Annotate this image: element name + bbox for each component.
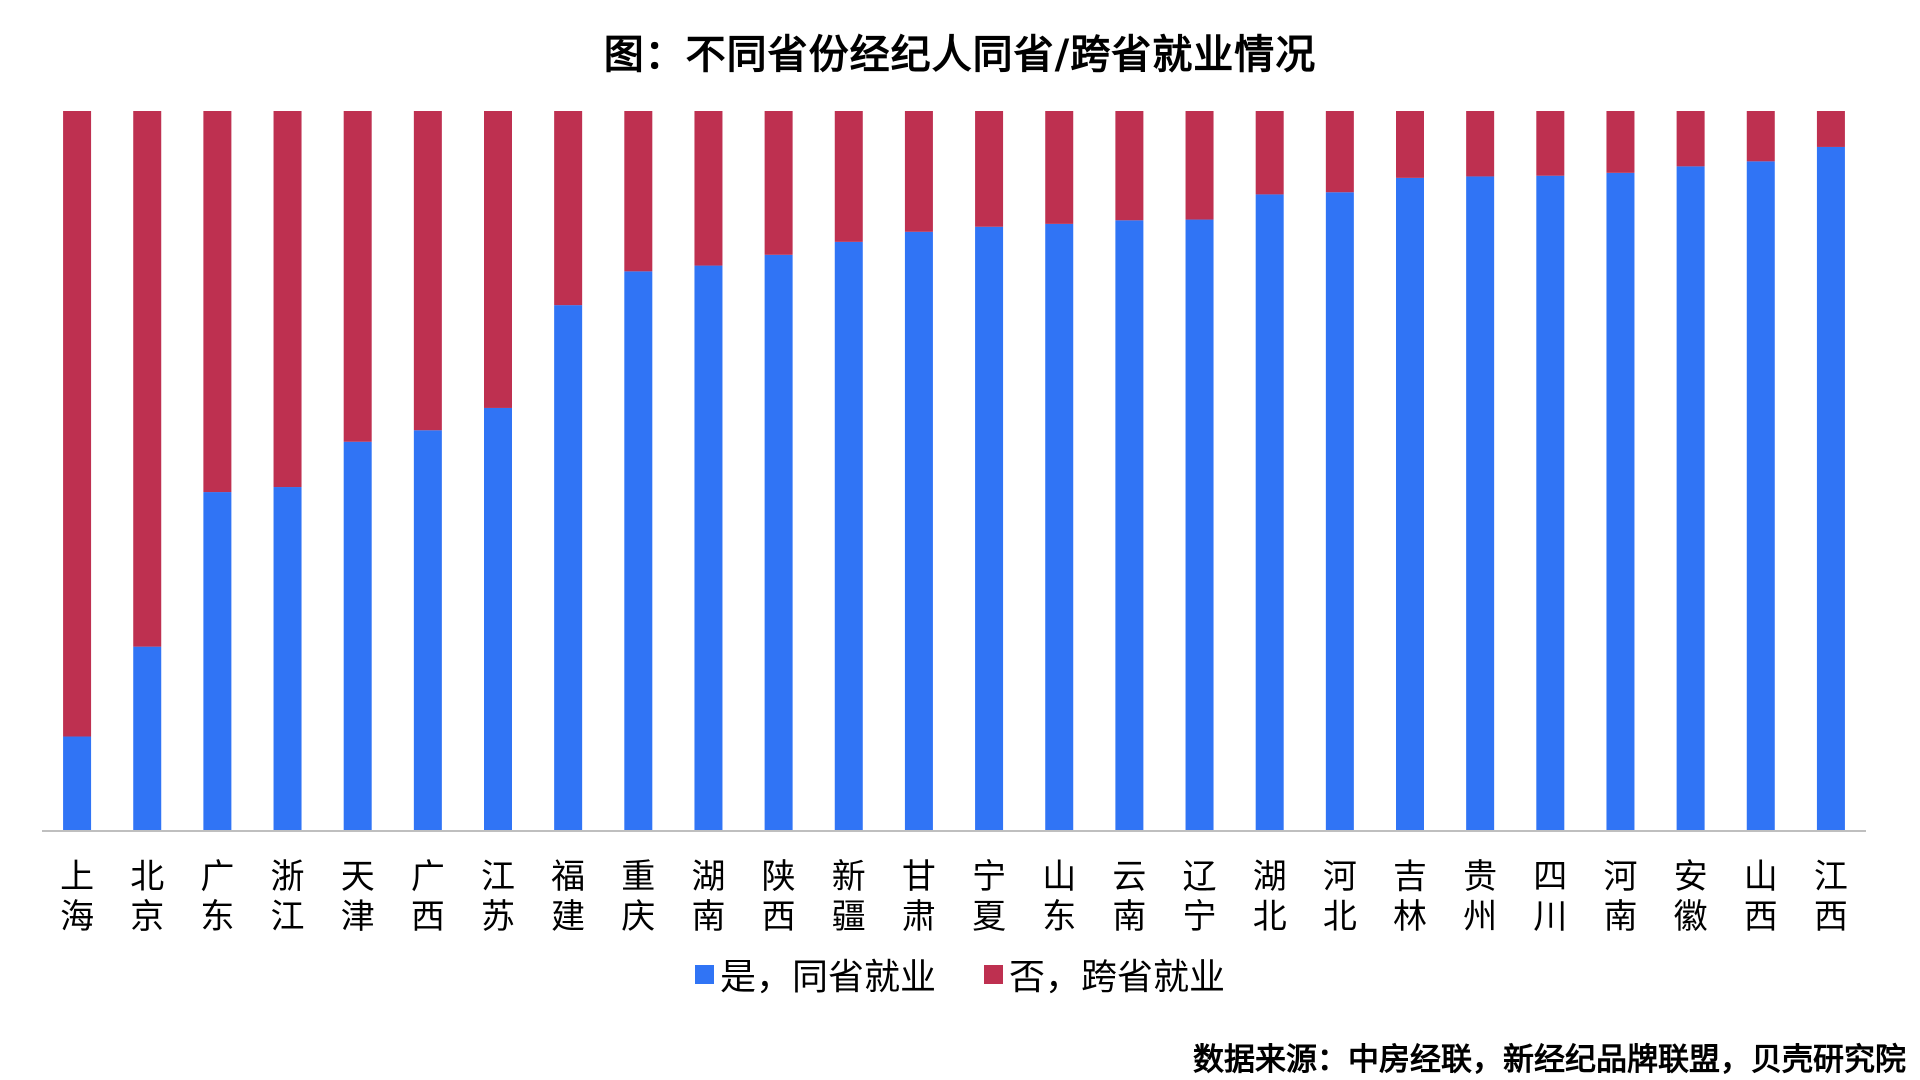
bar-cross-province-10 xyxy=(764,111,793,255)
bar-same-province-19 xyxy=(1396,177,1424,830)
bar-same-province-8 xyxy=(624,271,653,831)
bar-same-province-6 xyxy=(484,407,512,830)
bar-same-province-1 xyxy=(133,646,162,830)
x-tick-label-20: 贵州 xyxy=(1463,857,1497,937)
bar-same-province-24 xyxy=(1746,161,1775,830)
x-tick-label-12: 甘肃 xyxy=(902,857,936,937)
bar-cross-province-0 xyxy=(63,111,92,737)
bar-cross-province-6 xyxy=(484,111,512,408)
bar-cross-province-8 xyxy=(624,111,653,272)
x-tick-label-2: 广东 xyxy=(200,857,234,937)
bar-same-province-17 xyxy=(1255,194,1284,830)
x-tick-label-23: 安徽 xyxy=(1674,857,1708,937)
bar-same-province-4 xyxy=(343,441,372,830)
bar-same-province-23 xyxy=(1676,166,1705,831)
x-tick-label-17: 湖北 xyxy=(1253,857,1287,937)
bar-same-province-12 xyxy=(904,231,933,831)
x-tick-label-18: 河北 xyxy=(1323,857,1357,937)
bar-cross-province-21 xyxy=(1536,111,1565,176)
bar-cross-province-5 xyxy=(413,111,442,431)
bar-same-province-5 xyxy=(413,430,442,830)
x-tick-label-11: 新疆 xyxy=(832,857,866,937)
bar-cross-province-19 xyxy=(1396,111,1424,178)
bar-cross-province-3 xyxy=(273,111,302,488)
x-tick-label-1: 北京 xyxy=(130,857,164,937)
bar-same-province-2 xyxy=(203,492,232,830)
bar-same-province-11 xyxy=(834,241,863,831)
bar-cross-province-20 xyxy=(1466,111,1495,177)
bar-same-province-0 xyxy=(63,736,92,830)
bar-cross-province-9 xyxy=(694,111,723,266)
bar-same-province-14 xyxy=(1045,223,1074,830)
bar-same-province-9 xyxy=(694,265,723,831)
x-tick-label-13: 宁夏 xyxy=(972,857,1006,937)
source-note: 数据来源：中房经联，新经纪品牌联盟，贝壳研究院 xyxy=(1193,1042,1906,1078)
x-tick-label-3: 浙江 xyxy=(271,857,305,937)
bar-same-province-21 xyxy=(1536,175,1565,830)
legend-label-cross-province: 否，跨省就业 xyxy=(1009,957,1226,998)
x-tick-label-6: 江苏 xyxy=(481,857,515,937)
bar-cross-province-23 xyxy=(1676,111,1705,167)
x-tick-label-15: 云南 xyxy=(1112,857,1146,937)
x-tick-label-9: 湖南 xyxy=(691,857,725,937)
bar-cross-province-13 xyxy=(975,111,1004,227)
x-tick-label-24: 山西 xyxy=(1744,857,1778,937)
bar-cross-province-16 xyxy=(1185,111,1214,220)
bars-group xyxy=(63,111,1845,831)
bar-same-province-25 xyxy=(1816,146,1845,830)
x-tick-label-0: 上海 xyxy=(60,857,94,937)
bar-cross-province-2 xyxy=(203,111,232,493)
bar-same-province-13 xyxy=(975,226,1004,830)
x-tick-label-10: 陕西 xyxy=(762,857,796,937)
bar-cross-province-1 xyxy=(133,111,162,647)
bar-same-province-18 xyxy=(1325,192,1354,830)
x-tick-label-22: 河南 xyxy=(1603,857,1637,937)
legend-label-same-province: 是，同省就业 xyxy=(719,957,936,998)
bar-same-province-20 xyxy=(1466,176,1495,830)
bar-same-province-16 xyxy=(1185,219,1214,830)
bar-same-province-10 xyxy=(764,254,793,831)
legend: 是，同省就业 否，跨省就业 xyxy=(0,948,1920,1000)
bar-same-province-15 xyxy=(1115,220,1144,831)
bar-cross-province-15 xyxy=(1115,111,1144,221)
bar-same-province-7 xyxy=(554,305,583,830)
bar-cross-province-24 xyxy=(1746,111,1775,162)
legend-item-cross-province: 否，跨省就业 xyxy=(984,948,1225,1000)
legend-swatch-cross-province xyxy=(984,964,1003,984)
bar-cross-province-18 xyxy=(1325,111,1354,193)
bar-cross-province-22 xyxy=(1606,111,1635,173)
legend-item-same-province: 是，同省就业 xyxy=(694,948,936,1000)
legend-swatch-same-province xyxy=(694,964,714,984)
x-tick-label-25: 江西 xyxy=(1814,857,1848,937)
bar-cross-province-17 xyxy=(1255,111,1284,195)
bar-cross-province-4 xyxy=(343,111,372,442)
bar-cross-province-14 xyxy=(1045,111,1074,224)
bar-same-province-22 xyxy=(1606,172,1635,830)
x-tick-label-5: 广西 xyxy=(411,857,445,937)
chart-title: 图：不同省份经纪人同省/跨省就业情况 xyxy=(603,32,1317,78)
x-tick-label-4: 天津 xyxy=(341,857,375,937)
bar-cross-province-11 xyxy=(834,111,863,242)
x-tick-label-7: 福建 xyxy=(551,857,585,937)
x-tick-label-16: 辽宁 xyxy=(1183,857,1217,937)
x-tick-label-8: 重庆 xyxy=(621,857,655,937)
bar-cross-province-25 xyxy=(1816,111,1845,147)
bar-cross-province-7 xyxy=(554,111,583,306)
bar-cross-province-12 xyxy=(904,111,933,232)
x-tick-label-21: 四川 xyxy=(1533,857,1567,937)
x-tick-label-14: 山东 xyxy=(1042,857,1076,937)
x-tick-labels: 上海北京广东浙江天津广西江苏福建重庆湖南陕西新疆甘肃宁夏山东云南辽宁湖北河北吉林… xyxy=(60,857,1848,937)
bar-same-province-3 xyxy=(273,487,302,830)
x-tick-label-19: 吉林 xyxy=(1393,857,1427,937)
